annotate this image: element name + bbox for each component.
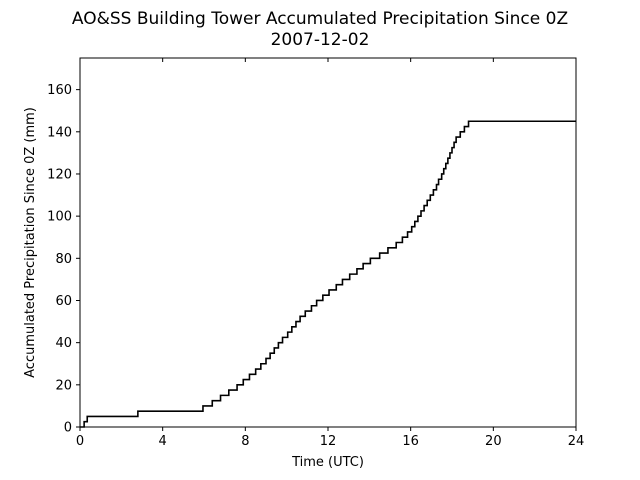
- y-tick-label: 40: [55, 336, 72, 351]
- y-tick-label: 20: [55, 378, 72, 393]
- y-tick-label: 160: [47, 83, 72, 98]
- y-tick-label: 100: [47, 210, 72, 225]
- y-tick-label: 140: [47, 125, 72, 140]
- chart-subtitle: 2007-12-02: [271, 30, 370, 50]
- x-tick-label: 24: [568, 434, 585, 449]
- axis-ticks: 0 4 8 12 16 20 24 0 20 40 60 80 100 120 140 160: [47, 58, 584, 449]
- y-tick-label: 80: [55, 252, 72, 267]
- precipitation-series-line: [80, 120, 576, 428]
- plot-area: [80, 120, 576, 428]
- x-tick-label: 20: [485, 434, 502, 449]
- y-tick-label: 0: [64, 421, 72, 436]
- plot-frame: [79, 57, 577, 428]
- x-tick-label: 8: [241, 434, 249, 449]
- y-axis-label: Accumulated Precipitation Since 0Z (mm): [23, 107, 38, 378]
- y-tick-label: 60: [55, 294, 72, 309]
- chart-title: AO&SS Building Tower Accumulated Precipi…: [72, 9, 568, 29]
- x-axis-label: Time (UTC): [291, 455, 364, 470]
- x-tick-label: 0: [76, 434, 84, 449]
- x-tick-label: 16: [402, 434, 419, 449]
- y-tick-label: 120: [47, 167, 72, 182]
- x-tick-label: 12: [320, 434, 337, 449]
- x-tick-label: 4: [159, 434, 167, 449]
